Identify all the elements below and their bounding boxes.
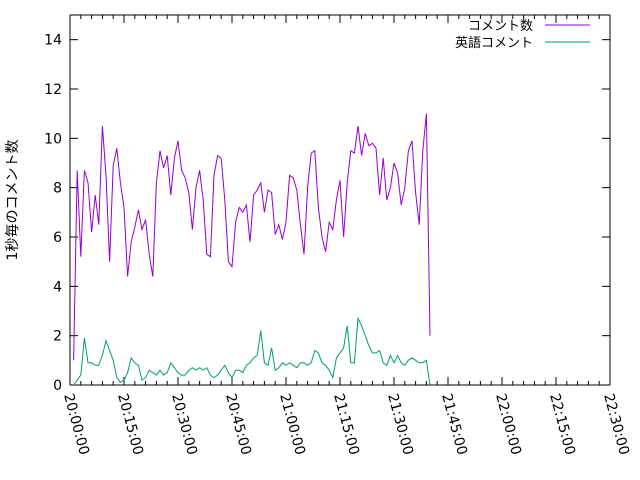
y-tick-label: 10 bbox=[44, 131, 62, 147]
y-tick-label: 4 bbox=[53, 279, 62, 295]
series-lines bbox=[73, 113, 431, 386]
x-tick-label: 21:00:00 bbox=[276, 392, 308, 457]
x-tick-label: 22:00:00 bbox=[492, 392, 524, 457]
x-tick-label: 22:30:00 bbox=[600, 392, 632, 457]
x-tick-label: 22:15:00 bbox=[546, 392, 578, 457]
x-tick-label: 20:00:00 bbox=[60, 392, 92, 457]
legend-label-1: 英語コメント bbox=[455, 35, 533, 51]
legend-label-0: コメント数 bbox=[468, 19, 533, 34]
x-tick-label: 20:30:00 bbox=[168, 392, 200, 457]
y-tick-label: 0 bbox=[53, 378, 62, 394]
y-tick-label: 8 bbox=[53, 181, 62, 197]
plot-frame bbox=[69, 14, 611, 386]
plot-border bbox=[69, 14, 611, 386]
y-tick-label: 12 bbox=[44, 82, 62, 98]
x-tick-label: 21:45:00 bbox=[438, 392, 470, 457]
x-tick-label: 21:15:00 bbox=[330, 392, 362, 457]
series-line-1 bbox=[73, 316, 431, 386]
y-tick-label: 6 bbox=[53, 230, 62, 246]
y-axis-label: 1秒毎のコメント数 bbox=[5, 140, 21, 261]
y-tick-label: 2 bbox=[53, 329, 62, 345]
x-tick-label: 20:15:00 bbox=[114, 392, 146, 457]
series-line-0 bbox=[73, 113, 431, 361]
x-tick-label: 21:30:00 bbox=[384, 392, 416, 457]
y-tick-label: 14 bbox=[44, 33, 62, 49]
x-tick-label: 20:45:00 bbox=[222, 392, 254, 457]
